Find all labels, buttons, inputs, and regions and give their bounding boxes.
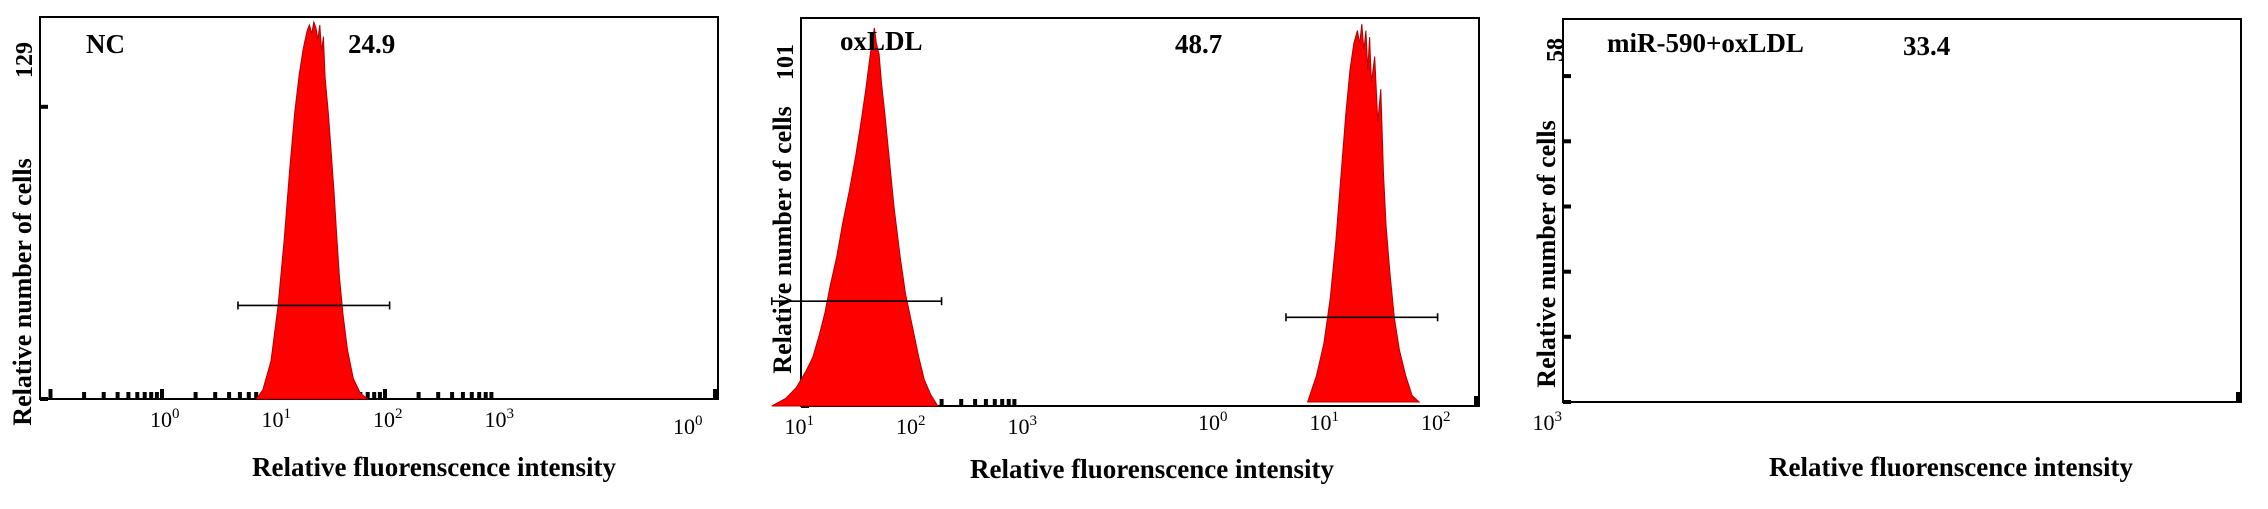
plot-frame <box>800 17 1480 407</box>
x-tick-label: 101 <box>262 406 292 432</box>
y-max-label: 101 <box>773 44 799 80</box>
plot-frame <box>39 16 719 400</box>
histogram-area <box>1306 23 1421 403</box>
x-tick-label: 101 <box>785 413 815 439</box>
x-axis-label: Relative fluorenscence intensity <box>1769 452 2133 482</box>
x-tick-label: 100 <box>673 413 703 439</box>
sample-label: miR-590+oxLDL <box>1607 28 1804 58</box>
gate-percent-label: 33.4 <box>1903 31 1950 61</box>
x-tick-label: 102 <box>1421 409 1451 435</box>
y-axis-label: Relative number of cells <box>768 106 797 373</box>
y-max-label: 129 <box>12 42 38 78</box>
sample-label: oxLDL <box>840 26 923 56</box>
x-axis-tick-labels: 100 101 102 103 <box>1198 409 1562 435</box>
y-axis-ticks <box>1563 74 1571 404</box>
histogram-area <box>771 27 939 407</box>
y-axis-label: Relative number of cells <box>8 158 37 425</box>
x-axis-tick-labels: 100 101 102 103 <box>673 413 1037 439</box>
plot-frame <box>1562 18 2242 403</box>
y-max-label: 58 <box>1543 38 1569 62</box>
x-tick-label: 103 <box>485 406 515 432</box>
panel-nc: NC 24.9 129 Relative number of cells Rel… <box>8 16 719 482</box>
x-axis-tick-labels: 100 101 102 103 <box>150 406 514 432</box>
panel-oxldl: oxLDL 48.7 101 Relative number of cells … <box>673 17 1480 484</box>
x-tick-label: 102 <box>373 406 403 432</box>
panel-mir590-oxldl: miR-590+oxLDL 33.4 58 Relative number of… <box>1198 18 2242 482</box>
gate-percent-label: 48.7 <box>1175 29 1222 59</box>
y-axis-label: Relative number of cells <box>1532 120 1561 387</box>
x-tick-label: 103 <box>1533 409 1563 435</box>
y-axis-ticks <box>40 104 48 401</box>
x-tick-label: 100 <box>1198 409 1228 435</box>
x-tick-label: 103 <box>1008 413 1038 439</box>
x-axis-minor-ticks <box>48 389 717 399</box>
x-axis-label: Relative fluorenscence intensity <box>970 454 1334 484</box>
x-tick-label: 101 <box>1310 409 1340 435</box>
x-tick-label: 102 <box>896 413 926 439</box>
sample-label: NC <box>86 29 125 59</box>
gate-percent-label: 24.9 <box>348 29 395 59</box>
x-axis-label: Relative fluorenscence intensity <box>252 452 616 482</box>
histogram-area <box>255 20 370 400</box>
x-tick-label: 100 <box>150 406 180 432</box>
